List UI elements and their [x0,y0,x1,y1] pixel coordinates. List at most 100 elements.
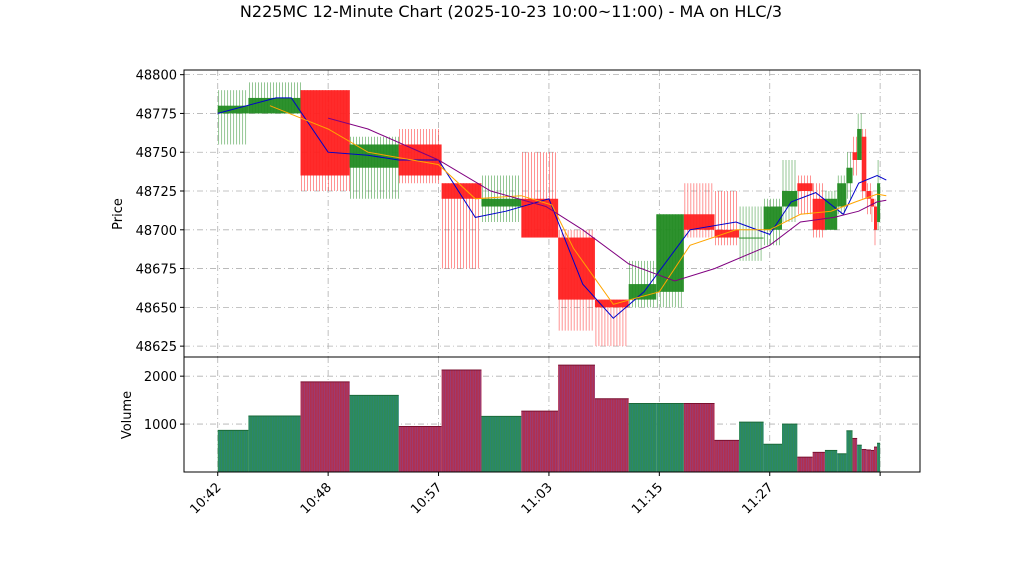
volume-bar-fill [349,395,399,472]
volume-bar-fill [558,365,595,472]
volume-bar-fill [846,430,853,472]
candle-body [739,237,764,239]
candle-body [877,183,881,223]
candle-down [521,152,559,238]
volume-y-axis: 1000 2000 [144,370,184,433]
volume-bar-fill [594,398,629,472]
price-tick-label: 48750 [136,146,177,161]
price-tick-label: 48725 [136,185,177,200]
volume-bar-fill [739,422,764,472]
volume-bar-fill [824,450,838,472]
candle-up [739,206,764,261]
volume-bar-fill [714,440,740,472]
price-tick-label: 48700 [136,224,177,239]
volume-bar-fill [782,424,798,472]
price-tick-label: 48675 [136,263,177,278]
candle-down [852,136,858,176]
volume-bar-fill [300,381,350,472]
ma-line-2 [269,105,887,305]
candle-up [217,90,249,145]
price-tick-label: 48650 [136,301,177,316]
candle-down [812,183,825,238]
candle-up [824,191,838,230]
candle-body [683,214,715,230]
volume-bar [628,402,657,472]
time-x-axis: 10:42 10:48 10:57 11:03 11:15 11:27 [187,472,881,517]
candle-body [714,229,740,238]
volume-bar-fill [248,415,301,472]
volume-bar [398,425,442,472]
price-axis-label: Price [111,198,126,230]
time-tick-label: 10:42 [187,480,224,517]
candle-up [628,260,657,308]
volume-bar-fill [852,438,858,472]
volume-bar [481,415,522,472]
volume-bar [349,394,399,472]
volume-bar [656,402,684,472]
candle-down [594,299,629,347]
candle-down [300,90,350,192]
price-tick-label: 48800 [136,69,177,84]
candle-body [866,191,871,199]
time-tick-label: 10:57 [408,480,445,517]
volume-bar [861,448,867,472]
candle-down [874,198,878,246]
volume-bar [248,415,301,472]
price-y-axis: 48625 48650 48675 48700 48725 48750 48775 48800 [136,69,184,355]
candle-body [300,90,350,176]
volume-bar-fill [837,453,847,472]
time-tick-label: 11:27 [739,480,776,517]
volume-bars [217,364,881,472]
volume-bar [797,456,813,472]
volume-bar [824,449,838,472]
candle-up [248,82,301,114]
candle-body [852,152,858,160]
candle-body [846,167,853,184]
volume-bar-fill [861,449,867,472]
volume-bar-fill [797,457,813,472]
volume-bar-fill [521,411,559,472]
candle-up [846,152,853,199]
volume-tick-label: 2000 [144,370,177,385]
volume-bar [852,437,858,472]
volume-bar-fill [217,430,249,472]
candle-down [558,229,595,331]
volume-bar [782,423,798,472]
volume-bar-fill [857,445,862,472]
moving-average-lines [217,97,887,319]
candle-body [656,214,684,292]
volume-axis-label: Volume [120,391,135,439]
candle-body [797,183,813,192]
candle-body [837,183,847,207]
volume-bar-fill [683,403,715,472]
volume-tick-label: 1000 [144,418,177,433]
candle-body [861,136,867,192]
ma-line-1 [217,97,887,319]
candle-body [870,198,874,207]
volume-bar-fill [866,449,871,472]
volume-bar [870,449,874,472]
volume-bar [714,439,740,472]
candle-down [861,128,867,199]
volume-bar [683,402,715,472]
candle-body [824,198,838,230]
volume-bar [441,369,482,472]
candle-body [782,191,798,207]
volume-bar [300,381,350,472]
volume-bar [521,410,559,472]
candle-up [857,113,862,160]
candle-body [594,299,629,308]
time-tick-label: 10:48 [298,480,335,517]
volume-bar [594,398,629,472]
volume-bar [874,446,878,472]
volume-bar [846,430,853,472]
candle-body [628,284,657,300]
candle-down [398,128,442,184]
candle-up [877,159,881,230]
candle-body [763,206,782,230]
chart-title: N225MC 12-Minute Chart (2025-10-23 10:00… [240,2,782,21]
candle-body [857,128,862,160]
volume-bar-fill [812,452,825,472]
